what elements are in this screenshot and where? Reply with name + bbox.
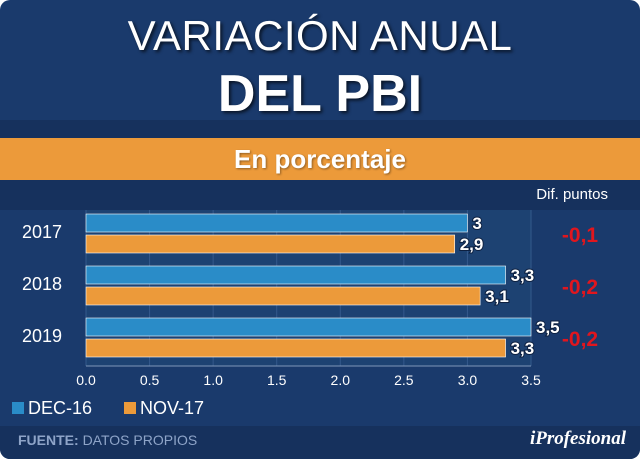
bar-chart: 0.0 0.5 1.0 1.5 2.0 2.5 3.0 3.5 2017 3 2,9 -0,1 2018… xyxy=(6,210,634,426)
x-tick-label: 3.5 xyxy=(521,372,541,388)
legend-swatch-nov-17 xyxy=(124,402,136,414)
legend-label: DEC-16 xyxy=(28,398,92,418)
category-label: 2019 xyxy=(22,326,62,346)
x-tick-label: 3.0 xyxy=(458,372,478,388)
legend-swatch-dec-16 xyxy=(12,402,24,414)
bar-value-label: 3,1 xyxy=(485,287,509,306)
difference-value: -0,1 xyxy=(562,224,599,247)
x-tick-label: 0.5 xyxy=(140,372,160,388)
x-tick-label: 0.0 xyxy=(76,372,96,388)
diff-header-band xyxy=(0,180,640,210)
bar-value-label: 2,9 xyxy=(460,235,484,254)
source-label: FUENTE: xyxy=(18,432,79,448)
title-line-2: DEL PBI xyxy=(217,65,423,123)
category-label: 2018 xyxy=(22,274,62,294)
source-note: FUENTE: DATOS PROPIOS xyxy=(18,432,197,448)
brand-logo: iProfesional xyxy=(529,428,626,449)
title-divider xyxy=(0,120,640,138)
x-tick-label: 1.0 xyxy=(203,372,223,388)
legend-label: NOV-17 xyxy=(140,398,204,418)
title-line-1: VARIACIÓN ANUAL xyxy=(127,12,513,59)
bar-value-label: 3,3 xyxy=(511,339,535,358)
difference-value: -0,2 xyxy=(562,328,598,351)
x-tick-label: 2.5 xyxy=(394,372,414,388)
bar-value-label: 3,5 xyxy=(536,318,560,337)
bar-dec-16 xyxy=(85,317,532,337)
x-tick-label: 1.5 xyxy=(267,372,287,388)
bar-nov-17 xyxy=(85,286,481,306)
diff-column-header: Dif. puntos xyxy=(536,186,608,203)
subtitle-band: En porcentaje xyxy=(0,138,640,180)
bar-value-label: 3,3 xyxy=(511,266,535,285)
bar-dec-16 xyxy=(85,265,506,285)
category-label: 2017 xyxy=(22,222,62,242)
bar-nov-17 xyxy=(85,234,456,254)
difference-value: -0,2 xyxy=(562,276,598,299)
x-tick-label: 2.0 xyxy=(331,372,351,388)
source-value: DATOS PROPIOS xyxy=(82,432,198,448)
bar-nov-17 xyxy=(85,338,506,358)
footer-band xyxy=(0,426,640,459)
bar-dec-16 xyxy=(85,213,468,233)
bar-value-label: 3 xyxy=(472,214,481,233)
chart-panel: 0.0 0.5 1.0 1.5 2.0 2.5 3.0 3.5 2017 3 2,9 -0,1 2018… xyxy=(6,210,634,426)
